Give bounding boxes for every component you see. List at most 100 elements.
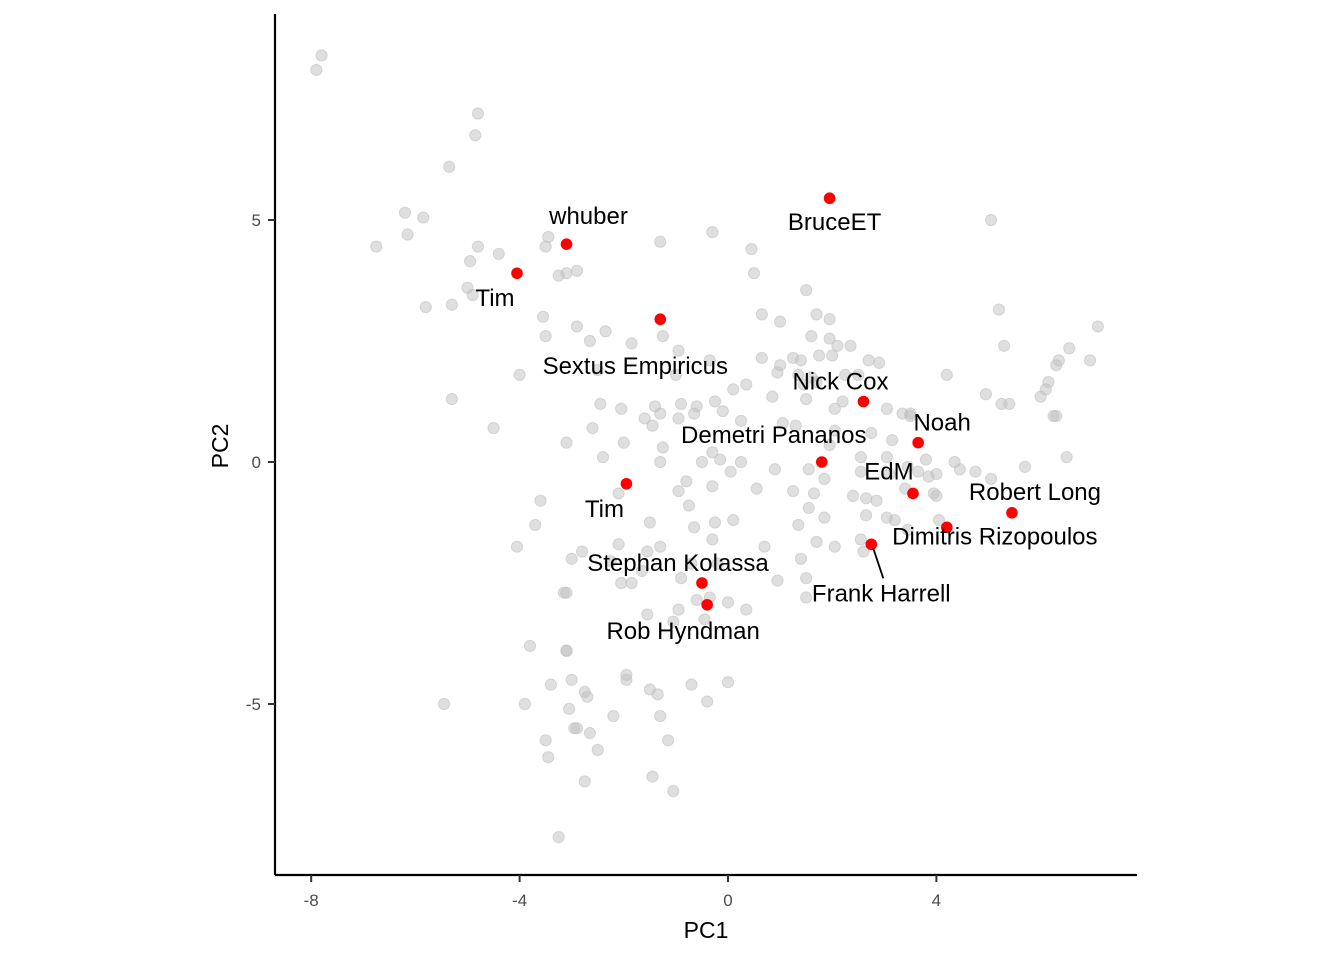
scatter-point [518, 697, 531, 711]
scatter-point [802, 463, 815, 476]
scatter-point [865, 426, 878, 440]
scatter-point [886, 434, 899, 447]
scatter-point [591, 743, 604, 757]
scatter-point [607, 710, 620, 723]
scatter-point [675, 572, 688, 585]
scatter-point [776, 417, 789, 430]
scatter-point [771, 366, 784, 379]
scatter-point [682, 499, 696, 512]
scatter-point [792, 518, 805, 532]
scatter-point [625, 337, 638, 350]
scatter-point [727, 513, 740, 527]
highlight-point [815, 456, 828, 468]
scatter-point [437, 697, 451, 711]
scatter-point [839, 368, 852, 381]
scatter-point [857, 545, 870, 558]
scatter-point [654, 540, 667, 553]
scatter-point [487, 422, 500, 435]
scatter-point [466, 288, 479, 302]
scatter-point [828, 402, 841, 415]
scatter-point [792, 368, 805, 381]
point-label: Demetri Pananos [681, 422, 866, 449]
scatter-point [852, 368, 865, 381]
scatter-point [708, 516, 722, 529]
scatter-point [646, 770, 659, 783]
scatter-point [794, 354, 808, 367]
scatter-point [794, 552, 808, 565]
scatter-point [646, 419, 659, 432]
scatter-point [797, 378, 810, 391]
scatter-point [802, 501, 815, 515]
scatter-point [768, 463, 781, 476]
scatter-point [464, 255, 477, 268]
scatter-point [594, 397, 607, 411]
y-axis-title: PC2 [207, 424, 233, 469]
scatter-point [844, 339, 857, 352]
y-tick-label: -5 [246, 695, 261, 714]
highlight-point [654, 313, 667, 326]
point-label: Tim [475, 285, 514, 312]
scatter-point [985, 213, 998, 227]
scatter-point [813, 349, 826, 362]
scatter-point [539, 240, 552, 253]
scatter-point [888, 513, 901, 527]
scatter-point [800, 284, 813, 297]
scatter-point [315, 49, 328, 62]
scatter-point [1091, 320, 1105, 333]
scatter-point [542, 751, 555, 764]
scatter-point [716, 405, 729, 418]
scatter-point [766, 390, 779, 403]
scatter-point [985, 472, 998, 486]
scatter-point [599, 325, 612, 338]
scatter-point [721, 596, 735, 609]
scatter-point [901, 460, 914, 473]
scatter-point [641, 545, 654, 558]
scatter-point [539, 330, 552, 343]
scatter-point [612, 487, 625, 500]
scatter-point [570, 264, 584, 277]
scatter-point [745, 242, 758, 256]
scatter-point [740, 378, 753, 391]
point-label: Nick Cox [792, 369, 888, 396]
scatter-point [417, 211, 430, 224]
scatter-point [1052, 354, 1065, 367]
scatter-point [836, 395, 849, 408]
scatter-point [750, 482, 763, 495]
scatter-point [1083, 354, 1097, 367]
scatter-point [747, 267, 761, 280]
scatter-point [492, 247, 505, 260]
scatter-point [979, 388, 992, 401]
scatter-point [828, 424, 841, 437]
scatter-point [656, 330, 669, 343]
scatter-point [1060, 451, 1073, 464]
scatter-point [846, 489, 860, 502]
scatter-point [771, 574, 784, 587]
scatter-point [721, 676, 735, 689]
scatter-point [1050, 409, 1063, 423]
scatter-point [883, 468, 896, 481]
scatter-point [755, 308, 768, 321]
scatter-point [615, 402, 628, 415]
label-leader-line [872, 547, 885, 579]
scatter-point [800, 392, 813, 406]
scatter-point [612, 538, 625, 551]
scatter-point [445, 298, 458, 311]
scatter-point [690, 593, 703, 607]
scatter-point [552, 831, 565, 844]
scatter-point [854, 533, 867, 546]
scatter-point [823, 313, 836, 326]
scatter-point [998, 339, 1011, 352]
scatter-point [635, 564, 649, 578]
scatter-point [536, 310, 550, 323]
point-labels: whuber BruceET Tim Sextus Empiricus Nick Cox… [475, 203, 1101, 645]
scatter-point [513, 368, 526, 381]
scatter-point [1034, 390, 1047, 403]
scatter-point [651, 688, 664, 701]
scatter-point [643, 516, 656, 529]
scatter-point [672, 484, 685, 498]
scatter-point [919, 453, 933, 466]
scatter-point [661, 734, 675, 747]
scatter-point [469, 129, 482, 142]
scatter-point [758, 540, 771, 553]
scatter-point [534, 494, 547, 507]
